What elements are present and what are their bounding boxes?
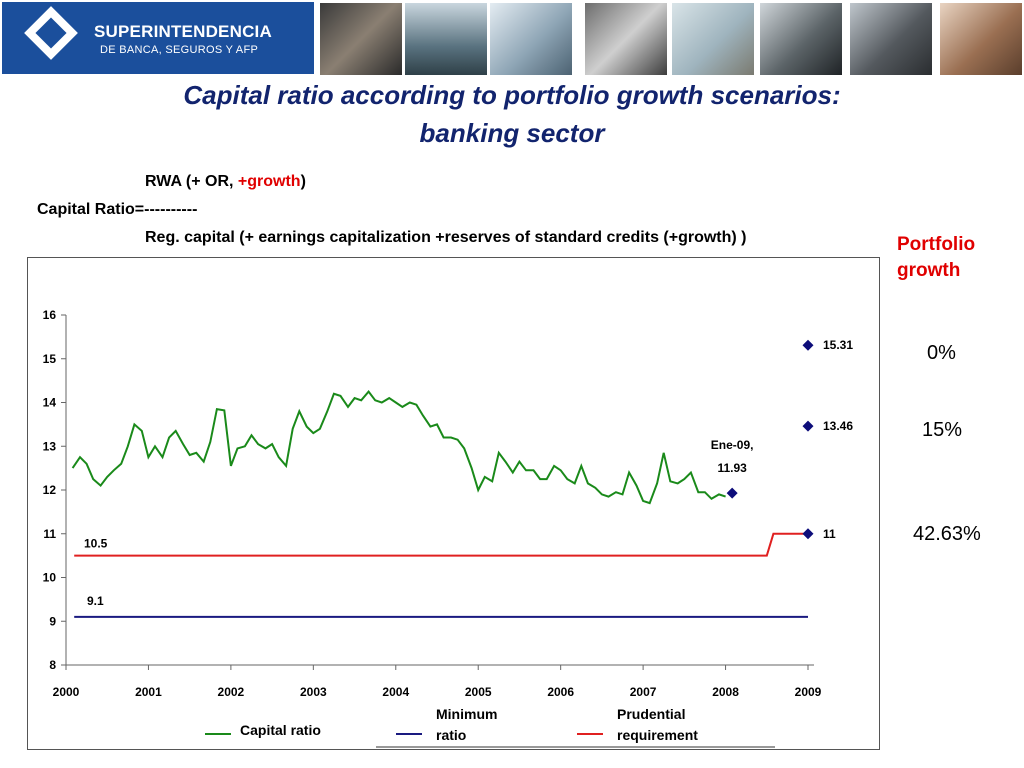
logo-text-line2: DE BANCA, SEGUROS Y AFP [100,44,259,56]
diamond-marker [802,339,814,351]
y-tick-label: 15 [43,352,57,366]
legend-prudential-requirement-label-line2: requirement [617,727,698,743]
scenario-15: 15% [922,419,963,441]
scenario-42: 42.63% [913,523,981,545]
x-tick-label: 2002 [218,685,245,699]
title-line1: Capital ratio according to portfolio gro… [183,80,841,110]
chart-markers: Ene-09, 11.93 15.31 13.46 11 [711,338,854,541]
logo-text-line1: SUPERINTENDENCIA [94,22,272,41]
annotation-minimum-value: 9.1 [87,594,104,608]
numerator-growth: +growth [237,173,301,190]
logo: SUPERINTENDENCIA DE BANCA, SEGUROS Y AFP [2,2,314,74]
chart-series: 10.5 9.1 [71,390,808,618]
formula-numerator: RWA (+ OR, +growth) [145,173,306,191]
chart-axes: 8 9 10 11 12 13 14 15 16 2000 2001 2002 2003 2004 2005… [43,308,822,699]
handshake-photo [940,3,1022,75]
portfolio-growth-label: Portfolio growth [897,232,975,284]
marker-label-line1: Ene-09, [711,438,754,452]
x-tick-label: 2007 [630,685,657,699]
formula-lhs: Capital Ratio=---------- [37,201,198,218]
legend-minimum-ratio-label-line1: Minimum [436,706,497,722]
marker-label: 13.46 [823,419,853,433]
capital-ratio-line [71,390,726,505]
y-tick-label: 14 [43,396,57,410]
x-tick-label: 2000 [53,685,80,699]
scenario-0: 0% [927,342,956,364]
marker-label: 15.31 [823,338,853,352]
x-tick-label: 2009 [795,685,822,699]
diamond-marker [726,487,738,499]
y-tick-label: 9 [49,614,56,628]
marker-label: 11 [823,527,836,541]
legend-prudential-requirement-label-line1: Prudential [617,706,685,722]
diamond-marker [802,420,814,432]
y-tick-label: 12 [43,483,57,497]
keyboard-photo [490,3,572,75]
x-tick-label: 2005 [465,685,492,699]
title-line2: banking sector [419,118,605,148]
header-banner: SUPERINTENDENCIA DE BANCA, SEGUROS Y AFP [0,0,1024,76]
y-tick-label: 8 [49,658,56,672]
meeting-photo [850,3,932,75]
numerator-suffix: ) [300,173,306,190]
y-tick-label: 11 [43,527,56,541]
legend-capital-ratio-label: Capital ratio [240,722,321,738]
x-tick-label: 2001 [135,685,162,699]
annotation-prudential-value: 10.5 [84,537,108,551]
legend-minimum-ratio-label-line2: ratio [436,727,466,743]
y-tick-label: 10 [43,571,57,585]
chart-frame [27,257,880,750]
prudential-requirement-line [74,532,808,557]
y-tick-label: 16 [43,308,57,322]
y-tick-label: 13 [43,439,57,453]
x-tick-label: 2004 [382,685,409,699]
portfolio-growth-line2: growth [897,260,961,281]
money-photo [672,3,754,75]
formula-denominator: Reg. capital (+ earnings capitalization … [145,229,747,246]
portfolio-growth-line1: Portfolio [897,234,976,255]
x-tick-label: 2008 [712,685,739,699]
chart-legend: Capital ratio Minimum ratio Prudential requi… [205,706,775,748]
building-photo [405,3,487,75]
marker-label-line2: 11.93 [717,461,747,475]
page-title: Capital ratio according to portfolio gro… [0,76,1024,152]
x-tick-label: 2006 [547,685,574,699]
office-photo [585,3,667,75]
diamond-marker [802,528,814,540]
credit-card-photo [320,3,402,75]
payment-terminal-photo [760,3,842,75]
x-tick-label: 2003 [300,685,327,699]
numerator-prefix: RWA (+ OR, [145,173,238,190]
